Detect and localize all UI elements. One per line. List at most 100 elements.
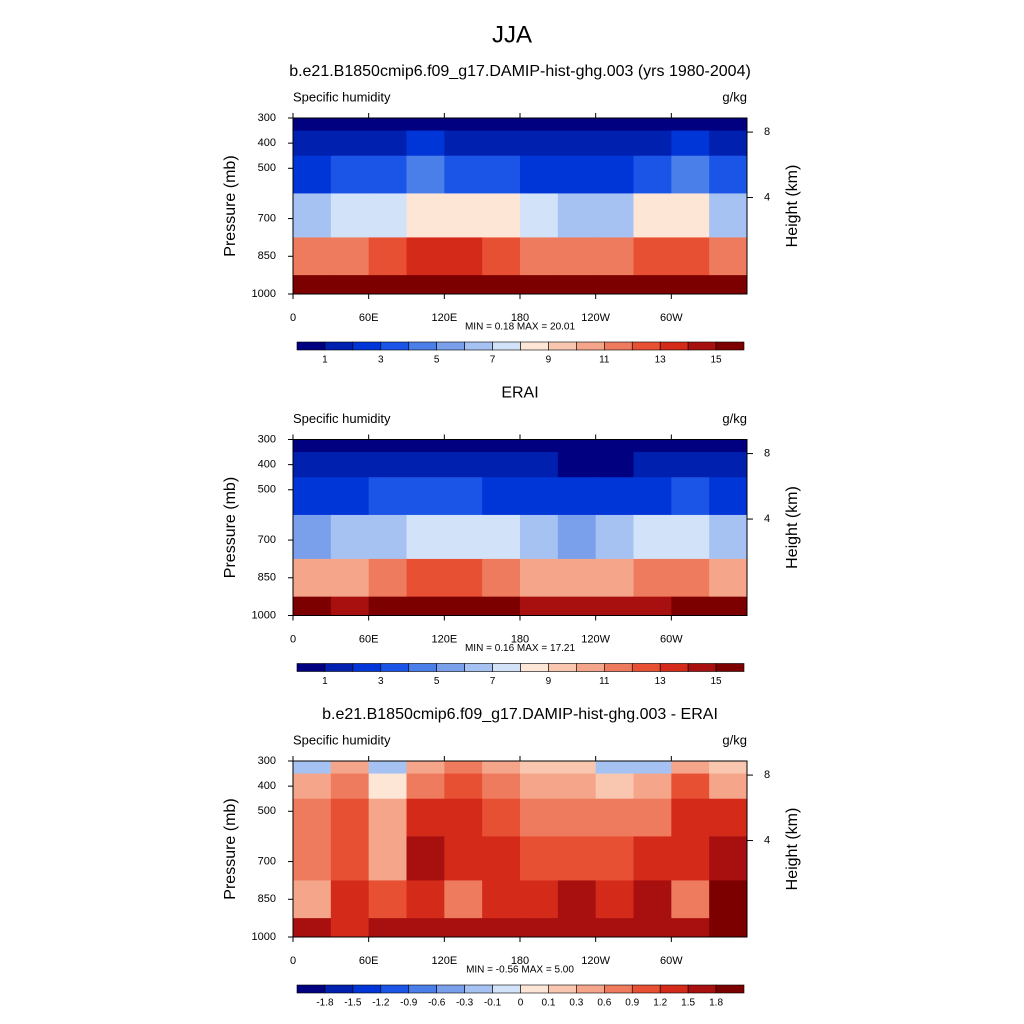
colorbar-label: 1.2 (653, 998, 667, 1009)
field-cell (520, 155, 559, 194)
field-cell (595, 193, 634, 238)
field-cell (444, 130, 483, 157)
field-cell (406, 193, 445, 238)
y-tick-label: 1000 (252, 931, 276, 943)
field-cell (633, 130, 672, 157)
field-cell (709, 761, 748, 775)
field-cell (444, 836, 483, 881)
x-tick-label: 120E (431, 312, 457, 324)
field-cell (709, 439, 748, 453)
field-cell (482, 773, 521, 800)
colorbar-box (324, 663, 354, 672)
y-tick-label: 400 (258, 459, 276, 471)
x-tick-label: 0 (290, 312, 296, 324)
x-tick-label: 180 (511, 312, 529, 324)
field-cell (406, 439, 445, 453)
field-cell (293, 836, 332, 881)
field-cell (595, 836, 634, 881)
colorbar-label: -0.3 (456, 998, 474, 1009)
colorbar-box (520, 663, 549, 672)
field-cell (557, 514, 597, 560)
y-tick-label: 300 (258, 433, 276, 445)
field-cell (330, 275, 370, 295)
field-cell (595, 237, 634, 276)
field-cell (557, 798, 597, 837)
field-cell (406, 773, 445, 800)
y-tick-label: 500 (258, 805, 276, 817)
x-tick-label: 60E (359, 633, 379, 645)
field-cell (444, 761, 483, 775)
field-cell (520, 514, 559, 560)
field-cell (671, 130, 710, 157)
colorbar-box (604, 341, 633, 351)
colorbar-box (352, 341, 382, 351)
field-cell (444, 118, 483, 132)
field-cell (520, 918, 559, 938)
colorbar-box (687, 663, 717, 672)
field-cell (557, 118, 597, 132)
field-cell (633, 275, 672, 295)
colorbar-box (408, 341, 437, 351)
y-tick-label: 700 (258, 212, 276, 224)
field-cell (406, 275, 445, 295)
field-cell (444, 477, 483, 516)
field-cell (671, 880, 710, 919)
colorbar-label: 15 (711, 676, 723, 687)
field-cell (406, 118, 445, 132)
y2-tick-label: 4 (764, 834, 770, 846)
colorbar-box (436, 341, 465, 351)
y-tick-label: 700 (258, 855, 276, 867)
field-cell (671, 514, 710, 560)
field-cell (368, 596, 407, 616)
colorbar-box (576, 341, 605, 351)
field-cell (406, 155, 445, 194)
colorbar-box (436, 984, 465, 994)
field-cell (482, 275, 521, 295)
field-cell (633, 918, 672, 938)
colorbar-label: -1.2 (372, 998, 390, 1009)
x-tick-label: 0 (290, 955, 296, 967)
field-cell (709, 118, 748, 132)
colorbar-label: -1.5 (344, 998, 362, 1009)
right-string: g/kg (722, 89, 747, 104)
field-cell (293, 596, 332, 616)
colorbar-label: 0.1 (541, 998, 555, 1009)
field-cell (557, 155, 597, 194)
field-cell (330, 880, 370, 919)
colorbar-box (631, 341, 661, 351)
field-cell (633, 880, 672, 919)
colorbar-box (352, 663, 382, 672)
field-cell (520, 275, 559, 295)
colorbar-box (464, 663, 493, 672)
field-cell (633, 836, 672, 881)
field-cell (671, 452, 710, 478)
field-cell (444, 452, 483, 478)
y-tick-label: 700 (258, 534, 276, 546)
field-cell (557, 558, 597, 598)
field-cell (482, 761, 521, 775)
y2-tick-label: 8 (764, 769, 770, 781)
field-cell (293, 130, 332, 157)
colorbar-box (604, 663, 633, 672)
colorbar-box (548, 663, 577, 672)
colorbar-label: -0.9 (400, 998, 418, 1009)
field-cell (482, 452, 521, 478)
field-cell (709, 477, 748, 516)
colorbar-box (380, 984, 410, 994)
field-cell (293, 477, 332, 516)
colorbar-box (492, 341, 521, 351)
field-cell (368, 237, 407, 276)
field-cell (406, 514, 445, 560)
colorbar-box (659, 341, 689, 351)
field-cell (557, 275, 597, 295)
colorbar-box (492, 663, 521, 672)
colorbar-label: 1 (322, 676, 328, 687)
y-tick-label: 850 (258, 893, 276, 905)
colorbar-label: 11 (599, 676, 610, 687)
colorbar-label: 3 (378, 355, 384, 366)
field-cell (633, 773, 672, 800)
field-cell (406, 836, 445, 881)
colorbar-box (520, 984, 549, 994)
field-cell (633, 514, 672, 560)
field-cell (671, 918, 710, 938)
